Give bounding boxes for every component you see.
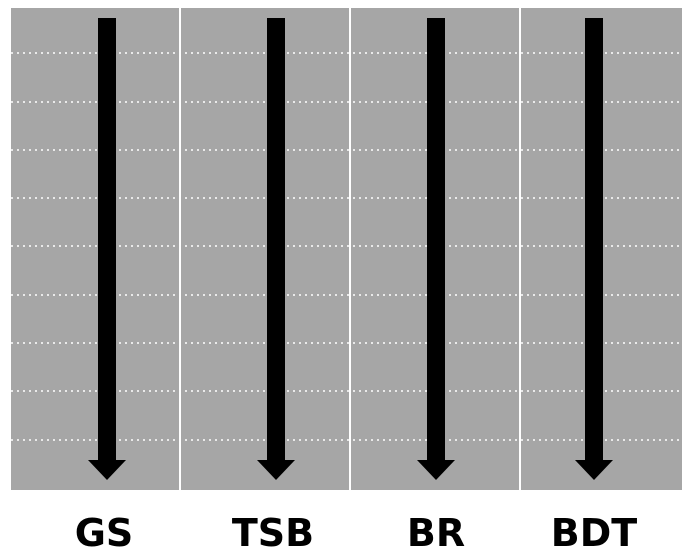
column-label-gs: GS <box>75 511 134 554</box>
column-labels: GS TSB BR BDT <box>75 511 638 554</box>
column-label-br: BR <box>407 511 465 554</box>
column-label-bdt: BDT <box>551 511 638 554</box>
panel-tsb <box>181 8 349 490</box>
panel-gs <box>11 8 179 490</box>
column-label-tsb: TSB <box>232 511 314 554</box>
